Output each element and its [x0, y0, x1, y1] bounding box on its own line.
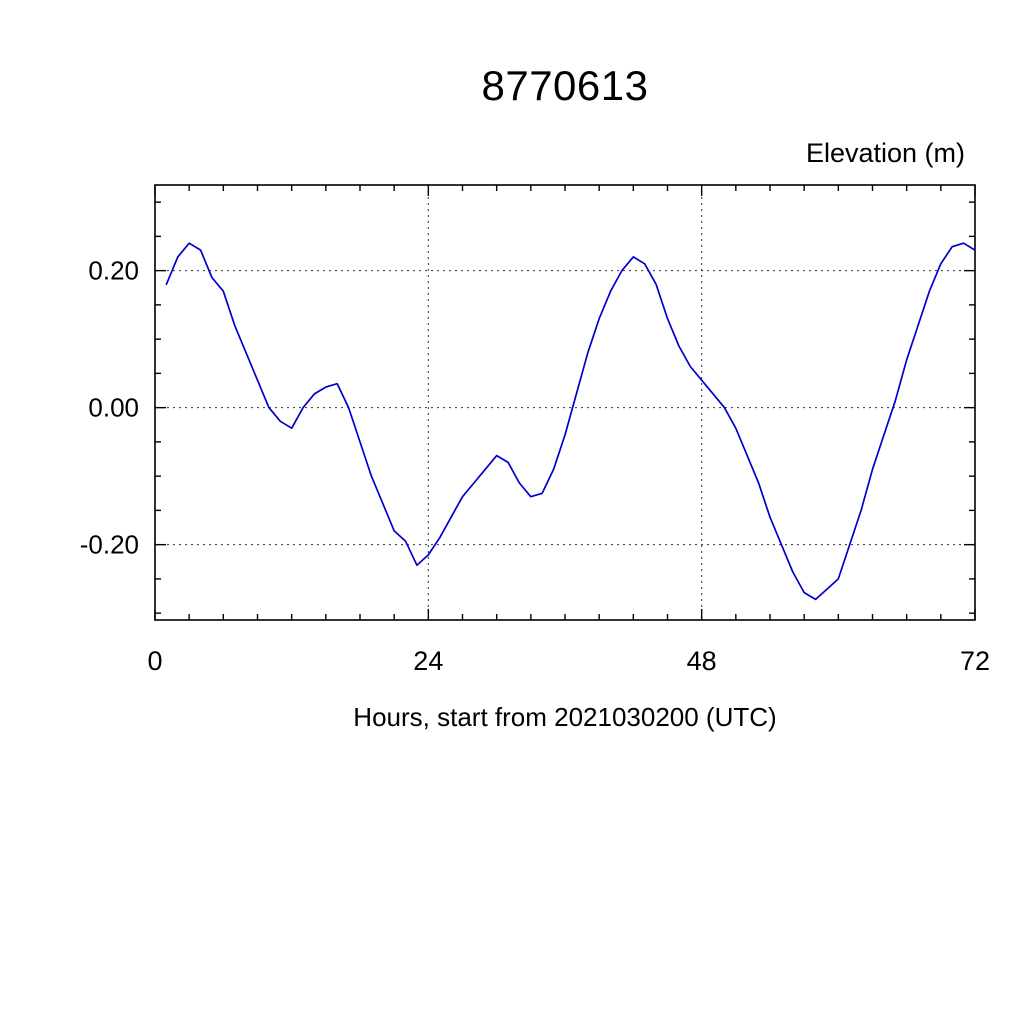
x-axis-title: Hours, start from 2021030200 (UTC)	[353, 702, 777, 732]
svg-text:72: 72	[960, 646, 990, 676]
svg-text:-0.20: -0.20	[80, 530, 139, 560]
y-tick-labels: 0.20 0.00 -0.20	[80, 256, 139, 560]
svg-text:0.20: 0.20	[88, 256, 139, 286]
axis-ticks	[154, 185, 976, 620]
x-tick-labels: 0 24 48 72	[147, 646, 990, 676]
svg-text:48: 48	[687, 646, 717, 676]
y-axis-title: Elevation (m)	[805, 138, 965, 168]
svg-text:0.00: 0.00	[88, 393, 139, 423]
plot-frame	[154, 184, 976, 621]
elevation-curve	[165, 242, 976, 601]
svg-text:24: 24	[413, 646, 443, 676]
chart-title: 8770613	[481, 62, 649, 109]
gridlines	[155, 185, 975, 620]
svg-text:0: 0	[147, 646, 162, 676]
